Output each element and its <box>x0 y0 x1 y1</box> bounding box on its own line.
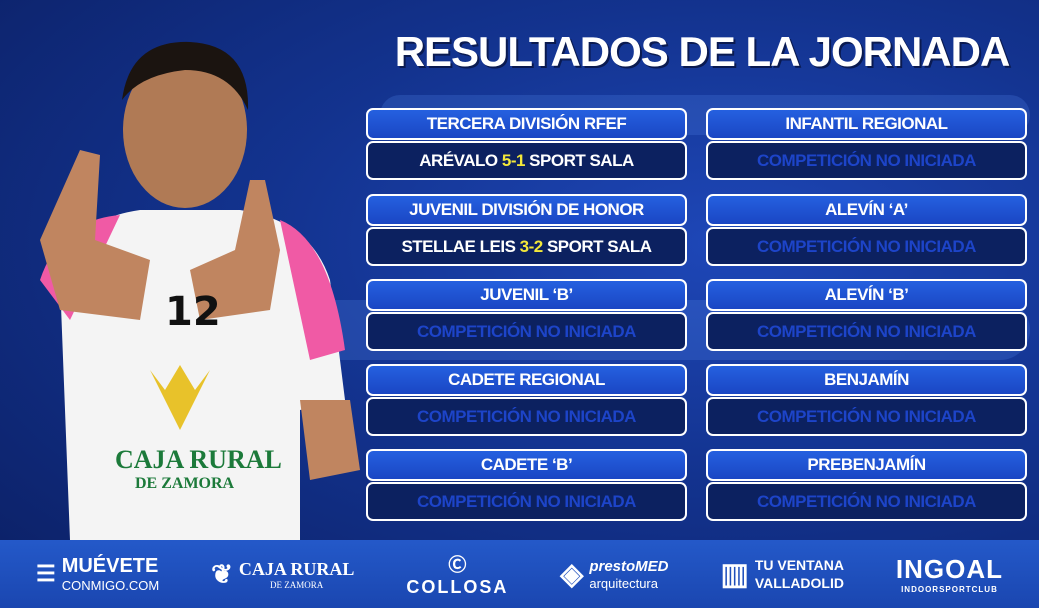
away-team: SPORT SALA <box>546 236 652 256</box>
category-header: PREBENJAMÍN <box>706 449 1027 481</box>
match-status: COMPETICIÓN NO INICIADA <box>706 397 1027 436</box>
diamond-icon: ◈ <box>560 557 584 591</box>
score: 5-1 <box>501 150 526 170</box>
category-header: INFANTIL REGIONAL <box>706 108 1027 140</box>
shirt-sponsor: CAJA RURAL <box>115 445 282 474</box>
match-status: COMPETICIÓN NO INICIADA <box>706 312 1027 351</box>
logo-icon: ☰ <box>35 561 56 586</box>
player-photo: 12 CAJA RURAL DE ZAMORA <box>40 41 360 540</box>
home-team: ARÉVALO <box>419 150 498 170</box>
result-card: ALEVÍN ‘A’ COMPETICIÓN NO INICIADA <box>706 194 1027 266</box>
score: 3-2 <box>519 236 544 256</box>
result-card: JUVENIL DIVISIÓN DE HONOR STELLAE LEIS 3-… <box>366 194 687 266</box>
match-status: COMPETICIÓN NO INICIADA <box>706 482 1027 521</box>
sponsor-muevete: ☰ MUÉVETE CONMIGO.COM <box>35 555 160 593</box>
result-card: PREBENJAMÍN COMPETICIÓN NO INICIADA <box>706 449 1027 521</box>
match-status: COMPETICIÓN NO INICIADA <box>706 141 1027 180</box>
result-card: CADETE ‘B’ COMPETICIÓN NO INICIADA <box>366 449 687 521</box>
collosa-logo-icon: Ⓒ <box>448 554 467 575</box>
category-header: JUVENIL ‘B’ <box>366 279 687 311</box>
wheat-icon: ❦ <box>211 558 233 589</box>
result-card: ALEVÍN ‘B’ COMPETICIÓN NO INICIADA <box>706 279 1027 351</box>
shirt-sponsor-sub: DE ZAMORA <box>135 475 235 492</box>
home-team: STELLAE LEIS <box>401 236 516 256</box>
category-header: CADETE REGIONAL <box>366 364 687 396</box>
shirt-number: 12 <box>165 289 221 335</box>
page-title: RESULTADOS DE LA JORNADA <box>394 28 1011 75</box>
match-status: COMPETICIÓN NO INICIADA <box>366 482 687 521</box>
category-header: JUVENIL DIVISIÓN DE HONOR <box>366 194 687 226</box>
result-card: INFANTIL REGIONAL COMPETICIÓN NO INICIADA <box>706 108 1027 180</box>
sponsor-tu-ventana: ▥ TU VENTANA VALLADOLID <box>720 557 844 591</box>
sponsor-ingoal: INGOAL INDOORSPORTCLUB <box>895 554 1004 594</box>
sponsors-bar: ☰ MUÉVETE CONMIGO.COM ❦ CAJA RURAL DE ZAMORA… <box>0 540 1039 608</box>
match-status: COMPETICIÓN NO INICIADA <box>366 312 687 351</box>
match-result: STELLAE LEIS 3-2 SPORT SALA <box>366 227 687 266</box>
away-team: SPORT SALA <box>529 150 634 170</box>
sponsor-caja-rural: ❦ CAJA RURAL DE ZAMORA <box>211 558 355 590</box>
result-card: CADETE REGIONAL COMPETICIÓN NO INICIADA <box>366 364 687 436</box>
sponsor-prestomed: ◈ prestoMED arquitectura <box>560 557 669 591</box>
match-status: COMPETICIÓN NO INICIADA <box>366 397 687 436</box>
sponsor-collosa: Ⓒ COLLOSA <box>406 554 509 597</box>
category-header: ALEVÍN ‘A’ <box>706 194 1027 226</box>
result-card: JUVENIL ‘B’ COMPETICIÓN NO INICIADA <box>366 279 687 351</box>
result-card: TERCERA DIVISIÓN RFEF ARÉVALO 5-1 SPORT S… <box>366 108 687 180</box>
category-header: BENJAMÍN <box>706 364 1027 396</box>
match-status: COMPETICIÓN NO INICIADA <box>706 227 1027 266</box>
result-card: BENJAMÍN COMPETICIÓN NO INICIADA <box>706 364 1027 436</box>
window-icon: ▥ <box>720 557 749 591</box>
category-header: ALEVÍN ‘B’ <box>706 279 1027 311</box>
category-header: TERCERA DIVISIÓN RFEF <box>366 108 687 140</box>
category-header: CADETE ‘B’ <box>366 449 687 481</box>
match-result: ARÉVALO 5-1 SPORT SALA <box>366 141 687 180</box>
